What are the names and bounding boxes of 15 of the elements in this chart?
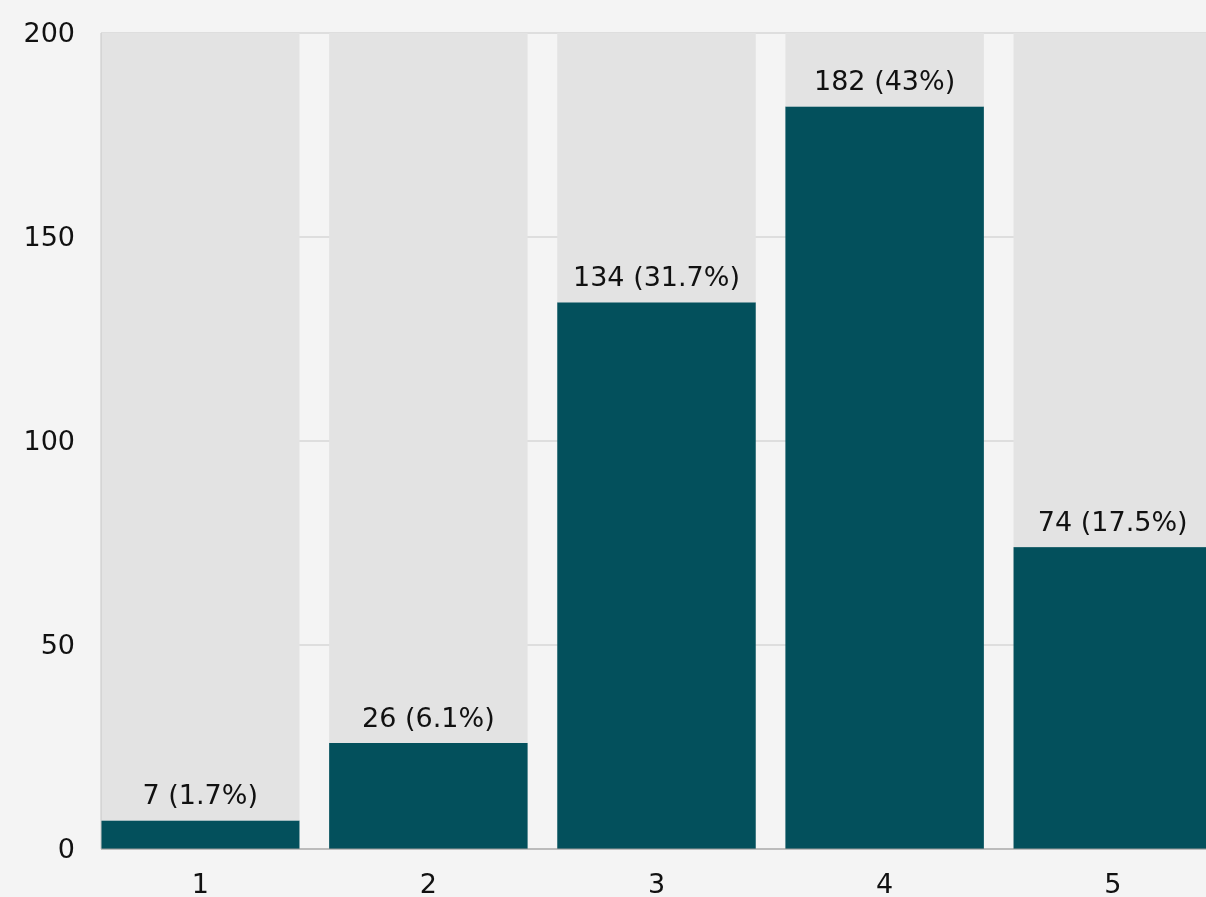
x-tick-label: 2 bbox=[419, 868, 437, 897]
x-tick-label: 5 bbox=[1104, 868, 1122, 897]
y-tick-label: 0 bbox=[57, 833, 75, 865]
data-label: 134 (31.7%) bbox=[573, 261, 740, 293]
x-tick-label: 1 bbox=[191, 868, 209, 897]
data-label: 7 (1.7%) bbox=[142, 779, 258, 811]
x-tick-label: 4 bbox=[876, 868, 894, 897]
y-tick-label: 50 bbox=[40, 629, 75, 661]
data-label: 182 (43%) bbox=[814, 65, 956, 97]
x-tick-label: 3 bbox=[647, 868, 666, 897]
y-tick-label: 150 bbox=[23, 221, 75, 253]
data-label: 74 (17.5%) bbox=[1037, 506, 1188, 538]
y-tick-label: 200 bbox=[23, 17, 75, 49]
y-tick-label: 100 bbox=[23, 425, 75, 457]
data-label: 26 (6.1%) bbox=[362, 701, 495, 733]
